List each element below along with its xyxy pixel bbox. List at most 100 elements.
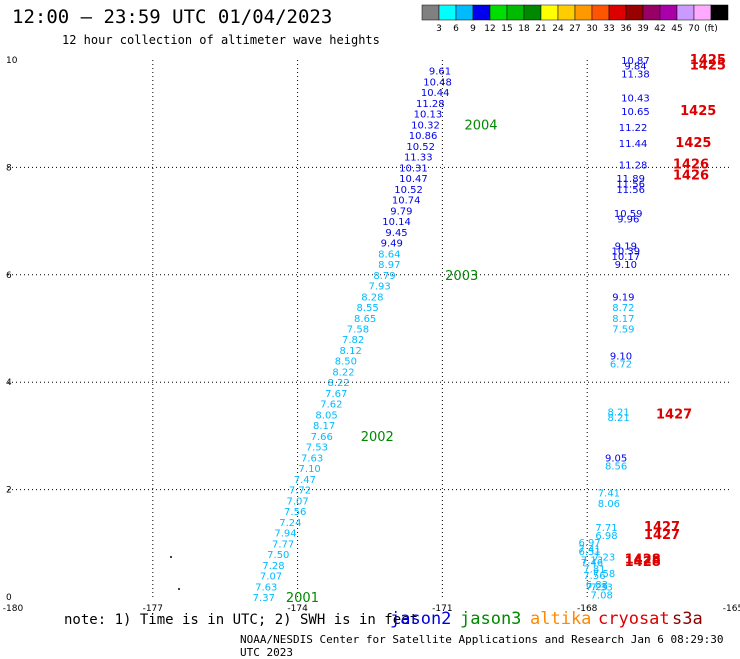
data-label-jason3: 7.94 [274,529,296,540]
x-tick-label: -168 [577,604,598,614]
data-label-jason3: 7.62 [320,400,342,411]
colorbar-swatch [455,4,474,21]
colorbar-label: (ft) [704,24,718,34]
data-label-jason2: 10.59 [614,209,643,220]
colorbar-label: 24 [552,24,564,34]
data-label-jason2: 10.87 [621,56,650,67]
data-label-cryosat: 1427 [656,407,692,422]
data-label-jason3: 10.74 [392,196,421,207]
data-label-cryosat: 1425 [680,104,716,119]
data-label-jason2: 9.84 [624,61,646,72]
colorbar-swatch [642,4,661,21]
data-label-jason2: 11.56 [616,180,645,191]
time-label: 2004 [464,118,497,133]
data-label-jason3: 7.58 [347,325,369,336]
colorbar-swatch [676,4,695,21]
data-point-dot [170,556,172,558]
y-tick-label: 4 [6,378,12,388]
chart-title: 12:00 – 23:59 UTC 01/04/2023 [12,6,333,28]
x-tick-label: -165 [723,604,740,614]
data-label-jason2: 8.06 [598,499,620,510]
data-label-jason2_lower: 7.81 [583,564,605,575]
data-label-jason2: 11.38 [621,69,650,80]
colorbar-swatch [506,4,525,21]
data-label-cryosat: 1426 [673,168,709,183]
data-label-jason2: 11.44 [619,139,648,150]
x-tick-label: -171 [432,604,452,614]
data-label-jason3: 8.05 [315,410,337,421]
data-label-jason2: 7.33 [591,582,613,593]
y-tick-label: 8 [6,163,12,173]
y-tick-label: 6 [6,271,12,281]
data-label-jason3: 7.72 [289,486,311,497]
data-label-jason2: 7.08 [591,590,613,601]
data-label-jason2_lower: 7.25 [586,582,608,593]
data-label-jason3: 7.10 [299,464,321,475]
data-label-cryosat: 1428 [625,553,661,568]
data-label-jason3: 7.07 [286,496,308,507]
colorbar-swatch [489,4,508,21]
data-label-jason3: 7.07 [260,572,282,583]
colorbar-swatch [540,4,559,21]
data-label-jason2: 7.41 [598,488,620,499]
legend-jason3: jason3 [460,609,522,629]
legend-jason2: jason2 [390,609,452,629]
data-label-jason2: 9.19 [615,241,637,252]
data-label-jason3: 7.63 [301,453,323,464]
data-label-cryosat: 1428 [625,555,661,570]
chart-subtitle: 12 hour collection of altimeter wave hei… [62,33,380,47]
data-label-jason2: 9.10 [610,351,632,362]
data-label-jason3: 7.56 [284,507,306,518]
data-label-jason3: 9.79 [390,206,412,217]
colorbar-label: 27 [569,24,580,34]
data-label-jason3: 10.14 [382,217,411,228]
data-point-dot [178,588,180,590]
data-label-jason3: 10.48 [423,77,452,88]
data-label-jason3: 11.28 [416,99,445,110]
data-label-jason3: 9.61 [429,67,451,78]
data-label-cryosat: 1425 [690,53,726,68]
colorbar-label: 12 [484,24,495,34]
data-label-jason2: 8.72 [612,303,634,314]
data-label-jason3: 8.28 [361,292,383,303]
data-label-jason2: 8.56 [605,461,627,472]
data-label-jason3: 7.53 [306,443,328,454]
data-label-jason2_lower: 7.46 [581,558,603,569]
data-label-jason3: 7.50 [267,550,289,561]
colorbar-swatch [574,4,593,21]
colorbar-label: 21 [535,24,546,34]
x-tick-label: -174 [287,604,308,614]
data-label-cryosat: 1425 [690,58,726,73]
legend-altika: altika [530,609,592,629]
data-label-jason3: 7.28 [262,561,284,572]
data-label-jason2: 9.19 [612,292,634,303]
colorbar-label: 30 [586,24,598,34]
data-label-jason2: 7.59 [612,325,634,336]
data-label-jason3: 10.13 [414,110,443,121]
data-label-jason2: 9.96 [617,214,639,225]
data-label-jason3: 8.22 [327,378,349,389]
data-label-jason3: 9.45 [385,228,407,239]
colorbar-swatch [591,4,610,21]
data-label-jason2: 10.65 [621,107,650,118]
data-label-jason3: 7.37 [253,593,275,604]
data-label-jason3: 10.52 [406,142,435,153]
colorbar-label: 39 [637,24,649,34]
x-tick-label: -177 [143,604,163,614]
data-label-jason3: 8.22 [332,367,354,378]
data-label-jason3: 7.82 [342,335,364,346]
time-label: 2002 [361,430,394,445]
data-label-jason2: 9.05 [605,453,627,464]
data-label-jason3: 8.12 [340,346,362,357]
data-label-jason2: 7.23 [593,553,615,564]
y-tick-label: 10 [6,56,18,66]
colorbar-label: 33 [603,24,614,34]
data-label-jason2: 11.28 [619,161,648,172]
data-label-jason2: 7.71 [595,523,617,534]
colorbar-label: 42 [654,24,665,34]
data-label-jason3: 10.31 [399,163,428,174]
colorbar-swatch [608,4,627,21]
data-label-jason3: 7.63 [255,582,277,593]
data-label-cryosat: 1427 [644,520,680,535]
time-label: 2001 [286,591,319,606]
